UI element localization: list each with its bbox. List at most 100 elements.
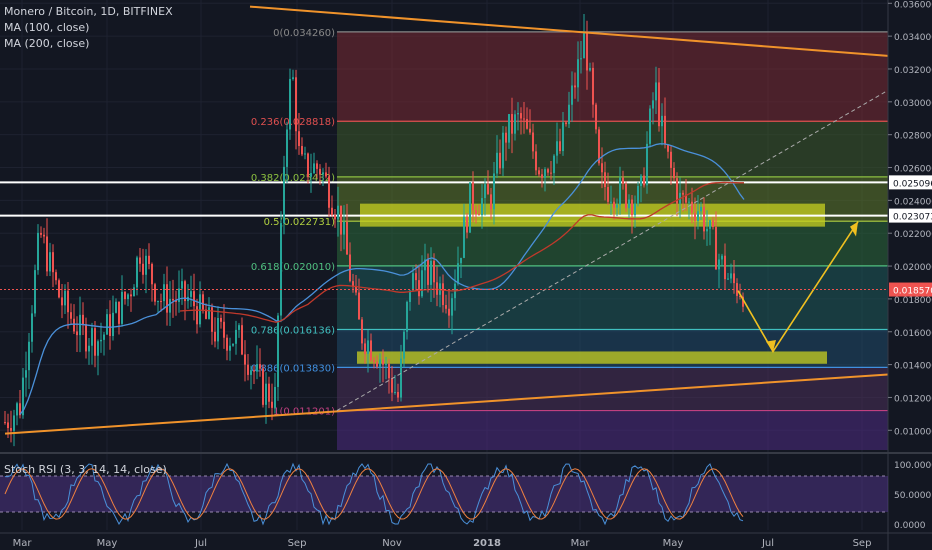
candle bbox=[403, 331, 405, 359]
candle bbox=[229, 345, 231, 351]
candle bbox=[37, 232, 39, 271]
candle bbox=[94, 328, 96, 356]
candle bbox=[208, 307, 210, 319]
candle bbox=[490, 194, 492, 210]
candle bbox=[484, 184, 486, 199]
candle bbox=[466, 216, 468, 233]
candle bbox=[409, 290, 411, 302]
candle bbox=[631, 199, 633, 216]
candle bbox=[127, 294, 129, 300]
candle bbox=[622, 177, 624, 184]
candle bbox=[91, 328, 93, 346]
candle bbox=[256, 364, 258, 372]
candle bbox=[607, 187, 609, 202]
stoch-rsi-legend[interactable]: Stoch RSI (3, 3, 14, 14, close) bbox=[4, 463, 167, 476]
candle bbox=[199, 294, 201, 325]
rsi-tick-label: 0.0000 bbox=[894, 521, 926, 531]
candle bbox=[364, 343, 366, 354]
rsi-tick-label: 50.0000 bbox=[894, 491, 931, 501]
candle bbox=[433, 260, 435, 283]
candle bbox=[691, 201, 693, 213]
candle bbox=[139, 257, 141, 264]
candle bbox=[319, 168, 321, 175]
fib-label: 0.618(0.020010) bbox=[251, 262, 335, 273]
x-tick-label: Sep bbox=[853, 538, 872, 549]
candle bbox=[115, 301, 117, 313]
candle bbox=[184, 281, 186, 302]
candle bbox=[49, 252, 51, 272]
fib-zone bbox=[337, 410, 888, 450]
candle bbox=[628, 199, 630, 209]
candle bbox=[397, 392, 399, 398]
candle bbox=[211, 307, 213, 332]
candle bbox=[304, 153, 306, 155]
ma100-legend[interactable]: MA (100, close) bbox=[4, 21, 90, 34]
candle bbox=[733, 273, 735, 284]
x-tick-label: May bbox=[97, 538, 118, 549]
candle bbox=[685, 194, 687, 203]
candle bbox=[217, 318, 219, 342]
candle bbox=[334, 215, 336, 220]
candle bbox=[577, 59, 579, 88]
ma200-legend[interactable]: MA (200, close) bbox=[4, 37, 90, 50]
candle bbox=[583, 33, 585, 59]
fib-label: 0.5(0.022731) bbox=[264, 217, 336, 228]
candle bbox=[460, 257, 462, 264]
candle bbox=[271, 401, 273, 408]
x-tick-label: Jul bbox=[761, 538, 774, 549]
candle bbox=[391, 378, 393, 393]
candle bbox=[301, 146, 303, 155]
candle bbox=[469, 182, 471, 233]
candle bbox=[238, 325, 240, 330]
candle bbox=[472, 182, 474, 211]
price-tag bbox=[889, 175, 932, 190]
candle bbox=[493, 173, 495, 210]
candle bbox=[124, 291, 126, 300]
candle bbox=[481, 198, 483, 216]
candle bbox=[559, 141, 561, 152]
ma100-line bbox=[19, 143, 745, 415]
candle bbox=[643, 175, 645, 186]
candle bbox=[739, 295, 741, 297]
candle bbox=[154, 284, 156, 302]
candle bbox=[274, 386, 276, 408]
candle bbox=[373, 360, 375, 362]
candle bbox=[457, 263, 459, 284]
candle bbox=[25, 370, 27, 378]
rsi-band bbox=[0, 476, 888, 512]
candle bbox=[142, 263, 144, 275]
candle bbox=[682, 192, 684, 195]
candle bbox=[601, 163, 603, 173]
candle bbox=[730, 273, 732, 279]
candle bbox=[580, 58, 582, 60]
candle bbox=[571, 85, 573, 105]
candle bbox=[502, 132, 504, 169]
candle bbox=[283, 166, 285, 224]
candle bbox=[619, 177, 621, 205]
candle bbox=[553, 155, 555, 174]
symbol-title[interactable]: Monero / Bitcoin, 1D, BITFINEX bbox=[4, 5, 173, 18]
candle bbox=[511, 114, 513, 134]
candle bbox=[247, 364, 249, 375]
candle bbox=[259, 364, 261, 369]
candle bbox=[514, 114, 516, 134]
candle bbox=[43, 234, 45, 237]
candle bbox=[292, 77, 294, 79]
candle bbox=[148, 255, 150, 264]
candle bbox=[688, 201, 690, 203]
candle bbox=[463, 216, 465, 258]
candle bbox=[325, 172, 327, 177]
candle bbox=[181, 281, 183, 289]
candle bbox=[118, 301, 120, 324]
candle bbox=[673, 167, 675, 179]
candle bbox=[418, 280, 420, 297]
candle bbox=[328, 176, 330, 208]
candle bbox=[202, 294, 204, 310]
